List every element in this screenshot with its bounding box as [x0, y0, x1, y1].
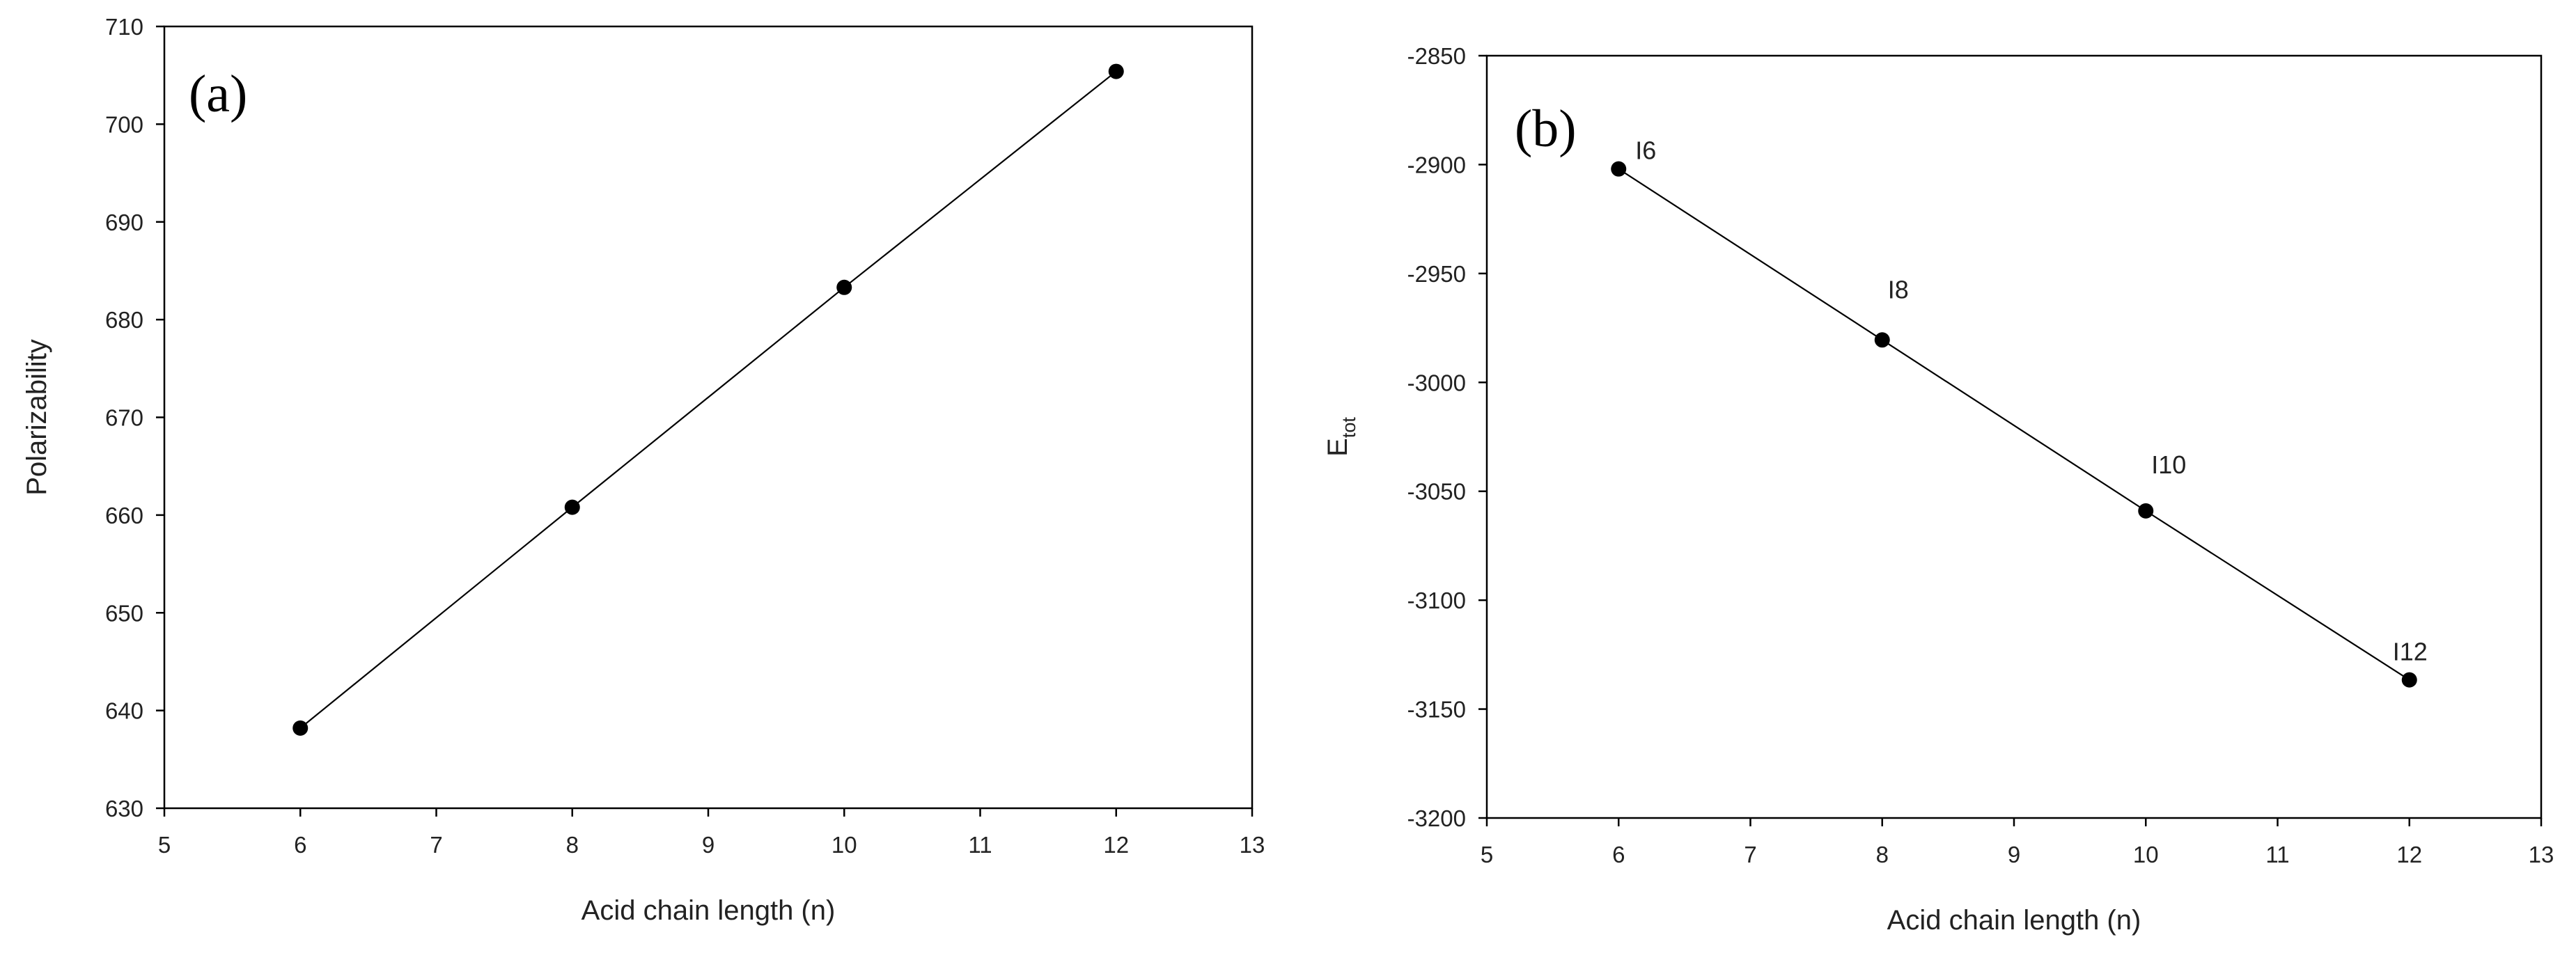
y-tick-label: -2950	[1407, 261, 1466, 287]
y-tick-label: -2900	[1407, 152, 1466, 178]
x-tick-label: 5	[1481, 842, 1493, 867]
data-point	[1874, 332, 1890, 348]
point-label: I8	[1888, 275, 1909, 304]
x-tick-label: 9	[702, 832, 715, 858]
x-tick-label: 12	[2396, 842, 2422, 867]
point-label: I10	[2151, 450, 2186, 479]
plot-frame	[163, 25, 1254, 810]
y-tick-label: -3050	[1407, 479, 1466, 505]
y-tick-label: 710	[105, 14, 143, 40]
x-tick-label: 6	[294, 832, 306, 858]
y-tick-label: -3200	[1407, 805, 1466, 831]
panel-label: (a)	[189, 65, 247, 123]
y-axis-label-main: Polarizability	[22, 339, 52, 496]
x-tick-label: 11	[2265, 842, 2289, 867]
y-tick-label: -3150	[1407, 697, 1466, 723]
x-axis-label: Acid chain length (n)	[1887, 905, 2141, 936]
x-tick-label: 10	[832, 832, 857, 858]
y-tick-label: 670	[105, 405, 143, 431]
y-axis-label-main: E	[1322, 438, 1353, 457]
y-tick-label: -2850	[1407, 43, 1466, 69]
data-point	[1611, 161, 1627, 177]
data-point	[564, 499, 580, 515]
point-label: I12	[2393, 638, 2428, 666]
point-label: I6	[1635, 136, 1656, 165]
y-tick-label: 630	[105, 796, 143, 821]
x-tick-label: 7	[1744, 842, 1756, 867]
x-tick-label: 5	[158, 832, 171, 858]
y-tick-label: -3100	[1407, 588, 1466, 613]
y-tick-label: 680	[105, 307, 143, 333]
x-tick-label: 10	[2133, 842, 2159, 867]
chart-panel: 5 6 7 8 9 10 11 12 13 -3200 -3150 -3100 -3050 -3000 -2…	[1322, 43, 2554, 936]
x-axis-label: Acid chain length (n)	[581, 895, 836, 926]
x-tick-label: 6	[1612, 842, 1625, 867]
y-tick-label: 690	[105, 210, 143, 235]
chart-panel: 5 6 7 8 9 10 11 12 13 630 640 650 660 670 680 690 700 710…	[22, 14, 1265, 926]
series-line	[299, 70, 1117, 729]
x-tick-label: 12	[1103, 832, 1129, 858]
x-tick-label: 8	[566, 832, 579, 858]
data-point	[836, 279, 852, 295]
y-axis-label: Polarizability	[22, 339, 52, 496]
y-tick-label: 640	[105, 698, 143, 724]
x-tick-label: 7	[430, 832, 442, 858]
x-tick-label: 13	[2529, 842, 2554, 867]
data-point	[2401, 672, 2417, 688]
series-line	[1618, 168, 2410, 681]
x-tick-label: 9	[2008, 842, 2020, 867]
y-axis-label: Etot	[1322, 417, 1359, 457]
data-point	[2138, 503, 2154, 519]
data-point	[1108, 63, 1124, 79]
panel-label: (b)	[1515, 100, 1577, 158]
y-tick-label: 660	[105, 503, 143, 528]
y-tick-label: 700	[105, 111, 143, 137]
x-tick-label: 8	[1876, 842, 1889, 867]
y-tick-label: -3000	[1407, 370, 1466, 395]
x-tick-label: 11	[968, 832, 992, 858]
y-axis-label-sub: tot	[1338, 417, 1359, 439]
y-tick-label: 650	[105, 600, 143, 626]
x-tick-label: 13	[1240, 832, 1265, 858]
data-point	[292, 720, 309, 736]
plot-frame	[1485, 54, 2543, 819]
